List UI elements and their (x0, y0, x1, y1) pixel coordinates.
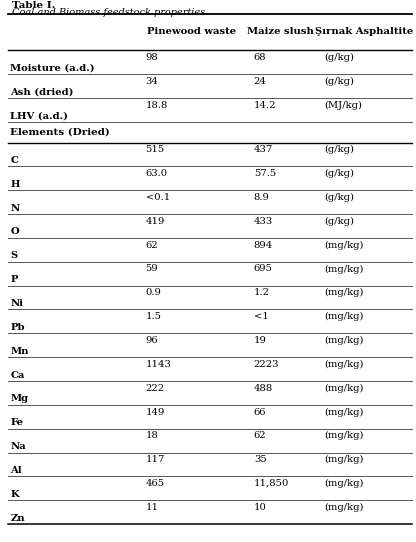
Text: 18.8: 18.8 (146, 101, 168, 110)
Text: S: S (10, 251, 17, 260)
Text: P: P (10, 275, 18, 284)
Text: 222: 222 (146, 384, 165, 393)
Text: 98: 98 (146, 53, 158, 62)
Text: 465: 465 (146, 479, 165, 488)
Text: Elements (Dried): Elements (Dried) (10, 128, 110, 137)
Text: Ni: Ni (10, 299, 23, 308)
Text: (mg/kg): (mg/kg) (324, 431, 364, 441)
Text: 11,850: 11,850 (254, 479, 289, 488)
Text: 68: 68 (254, 53, 266, 62)
Text: C: C (10, 156, 18, 165)
Text: 35: 35 (254, 455, 267, 464)
Text: (MJ/kg): (MJ/kg) (324, 101, 362, 110)
Text: 96: 96 (146, 336, 158, 345)
Text: Zn: Zn (10, 514, 25, 522)
Text: <0.1: <0.1 (146, 193, 170, 202)
Text: Table I.: Table I. (12, 1, 56, 10)
Text: <1: <1 (254, 312, 268, 321)
Text: 8.9: 8.9 (254, 193, 270, 202)
Text: (mg/kg): (mg/kg) (324, 479, 364, 488)
Text: 62: 62 (254, 431, 266, 441)
Text: (g/kg): (g/kg) (324, 169, 354, 178)
Text: 11: 11 (146, 503, 158, 512)
Text: (g/kg): (g/kg) (324, 77, 354, 86)
Text: 59: 59 (146, 264, 158, 274)
Text: Ash (dried): Ash (dried) (10, 88, 74, 96)
Text: 0.9: 0.9 (146, 288, 161, 298)
Text: 1.2: 1.2 (254, 288, 270, 298)
Text: Pb: Pb (10, 323, 25, 332)
Text: Moisture (a.d.): Moisture (a.d.) (10, 64, 95, 73)
Text: 2223: 2223 (254, 360, 279, 369)
Text: 1.5: 1.5 (146, 312, 161, 321)
Text: 10: 10 (254, 503, 267, 512)
Text: Fe: Fe (10, 418, 23, 427)
Text: 24: 24 (254, 77, 267, 86)
Text: (mg/kg): (mg/kg) (324, 288, 364, 298)
Text: Coal and Biomass feedstock properties.: Coal and Biomass feedstock properties. (12, 8, 209, 17)
Text: (mg/kg): (mg/kg) (324, 360, 364, 369)
Text: 34: 34 (146, 77, 158, 86)
Text: 62: 62 (146, 241, 158, 250)
Text: Na: Na (10, 442, 26, 451)
Text: 63.0: 63.0 (146, 169, 168, 178)
Text: Ca: Ca (10, 371, 25, 379)
Text: (g/kg): (g/kg) (324, 193, 354, 202)
Text: 57.5: 57.5 (254, 169, 276, 178)
Text: (mg/kg): (mg/kg) (324, 384, 364, 393)
Text: 894: 894 (254, 241, 273, 250)
Text: H: H (10, 180, 20, 189)
Text: 117: 117 (146, 455, 165, 464)
Text: (mg/kg): (mg/kg) (324, 264, 364, 274)
Text: (mg/kg): (mg/kg) (324, 241, 364, 250)
Text: 14.2: 14.2 (254, 101, 276, 110)
Text: N: N (10, 204, 20, 212)
Text: 695: 695 (254, 264, 273, 274)
Text: 66: 66 (254, 408, 266, 417)
Text: (mg/kg): (mg/kg) (324, 503, 364, 512)
Text: 419: 419 (146, 217, 165, 226)
Text: Al: Al (10, 466, 22, 475)
Text: Pinewood waste: Pinewood waste (147, 28, 236, 36)
Text: (mg/kg): (mg/kg) (324, 408, 364, 417)
Text: O: O (10, 228, 19, 236)
Text: (g/kg): (g/kg) (324, 145, 354, 154)
Text: Maize slush: Maize slush (248, 28, 314, 36)
Text: Mg: Mg (10, 395, 29, 403)
Text: 1143: 1143 (146, 360, 171, 369)
Text: 515: 515 (146, 145, 165, 154)
Text: Şırnak Asphaltite: Şırnak Asphaltite (315, 28, 413, 36)
Text: (mg/kg): (mg/kg) (324, 312, 364, 321)
Text: (g/kg): (g/kg) (324, 217, 354, 226)
Text: (mg/kg): (mg/kg) (324, 455, 364, 464)
Text: 18: 18 (146, 431, 158, 441)
Text: Mn: Mn (10, 347, 29, 356)
Text: LHV (a.d.): LHV (a.d.) (10, 112, 68, 120)
Text: 149: 149 (146, 408, 165, 417)
Text: (mg/kg): (mg/kg) (324, 336, 364, 345)
Text: 19: 19 (254, 336, 267, 345)
Text: 488: 488 (254, 384, 273, 393)
Text: (g/kg): (g/kg) (324, 53, 354, 62)
Text: 437: 437 (254, 145, 273, 154)
Text: 433: 433 (254, 217, 273, 226)
Text: K: K (10, 490, 19, 499)
